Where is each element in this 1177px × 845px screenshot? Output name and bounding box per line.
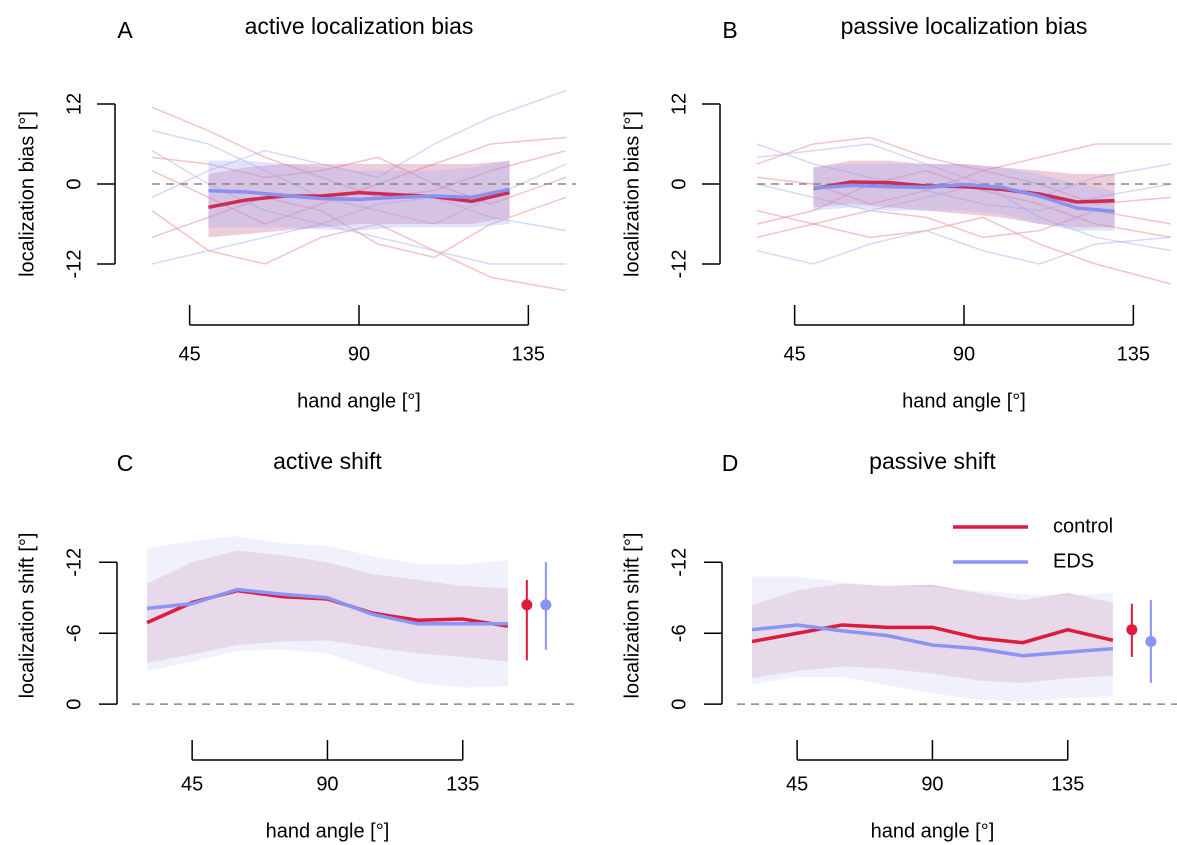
mean-line — [208, 187, 510, 202]
y-axis-label: localization shift [°] — [16, 533, 38, 699]
y-tick-label: 12 — [668, 93, 690, 115]
x-tick-label: 135 — [1051, 773, 1084, 795]
summary-point — [521, 599, 533, 611]
x-tick-label: 45 — [786, 773, 808, 795]
confidence-band — [147, 536, 508, 688]
summary-point — [1126, 624, 1138, 636]
mean-line — [813, 180, 1115, 204]
y-tick-label: -12 — [63, 548, 85, 577]
y-tick-label: -12 — [63, 250, 85, 279]
summary-point — [1145, 636, 1157, 648]
summary-point — [540, 599, 552, 611]
x-tick-label: 90 — [348, 343, 370, 365]
x-tick-label: 45 — [784, 343, 806, 365]
confidence-band — [208, 160, 510, 231]
x-tick-label: 135 — [512, 343, 545, 365]
chart-title: active shift — [273, 448, 382, 474]
individual-line — [756, 183, 1172, 252]
panel-label: A — [117, 17, 133, 43]
x-tick-label: 45 — [181, 773, 203, 795]
individual-line — [151, 223, 566, 265]
panel-label: C — [117, 450, 134, 476]
y-tick-label: -12 — [668, 548, 690, 577]
mean-line — [751, 623, 1113, 658]
chart-title: passive shift — [869, 448, 996, 474]
individual-line — [756, 229, 1172, 265]
y-tick-label: 12 — [63, 93, 85, 115]
mean-line — [146, 587, 508, 626]
chart-title: passive localization bias — [841, 13, 1088, 39]
y-tick-label: -12 — [668, 250, 690, 279]
x-axis-label: hand angle [°] — [871, 820, 995, 842]
x-tick-label: 135 — [1117, 343, 1150, 365]
individual-line — [756, 209, 1172, 239]
y-tick-label: 0 — [63, 699, 85, 710]
confidence-band — [813, 164, 1115, 231]
individual-line — [756, 143, 1172, 212]
y-tick-label: 0 — [668, 178, 690, 189]
x-tick-label: 45 — [179, 343, 201, 365]
x-tick-label: 90 — [316, 773, 338, 795]
x-axis-label: hand angle [°] — [297, 390, 421, 412]
x-tick-label: 90 — [921, 773, 943, 795]
individual-line — [756, 209, 1172, 285]
mean-line — [208, 190, 510, 210]
y-axis-label: localization bias [°] — [621, 111, 643, 277]
x-tick-label: 90 — [953, 343, 975, 365]
confidence-band — [752, 576, 1113, 702]
confidence-band — [813, 160, 1115, 228]
x-axis-label: hand angle [°] — [902, 390, 1026, 412]
x-axis-label: hand angle [°] — [266, 820, 390, 842]
legend-label: EDS — [1053, 550, 1094, 572]
legend-label: control — [1053, 515, 1113, 537]
individual-line — [151, 129, 567, 225]
individual-line — [756, 136, 1171, 172]
x-tick-label: 135 — [446, 773, 479, 795]
y-tick-label: -6 — [668, 624, 690, 642]
y-tick-label: 0 — [668, 699, 690, 710]
y-tick-label: 0 — [63, 178, 85, 189]
panel-label: B — [722, 17, 737, 43]
individual-line — [756, 143, 1172, 199]
y-tick-label: -6 — [63, 624, 85, 642]
chart-title: active localization bias — [245, 13, 474, 39]
individual-line — [151, 196, 567, 259]
y-axis-label: localization bias [°] — [16, 111, 38, 277]
mean-line — [813, 182, 1115, 214]
mean-line — [751, 623, 1114, 645]
y-axis-label: localization shift [°] — [621, 533, 643, 699]
individual-line — [151, 150, 567, 232]
panel-label: D — [722, 450, 739, 476]
individual-line — [151, 89, 567, 199]
individual-line — [151, 106, 567, 199]
